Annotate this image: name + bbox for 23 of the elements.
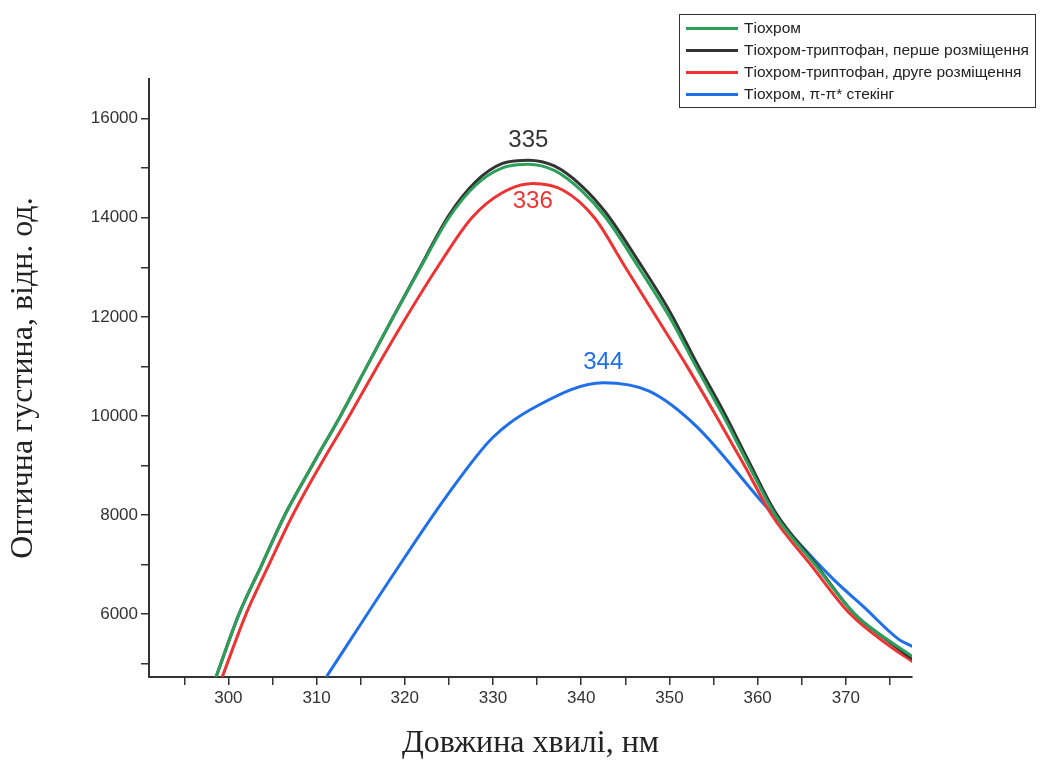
annotation: 335 [508, 124, 549, 152]
x-tick-label: 320 [390, 687, 419, 707]
legend-label: Тіохром-триптофан, друге розміщення [743, 63, 1022, 81]
annotation: 336 [512, 186, 553, 214]
y-tick-label: 14000 [90, 207, 138, 227]
x-tick-label: 330 [478, 687, 508, 707]
legend-label: Тіохром, π-π* стекінг [743, 85, 895, 103]
x-tick-label: 310 [302, 687, 331, 707]
legend-label: Тіохром-триптофан, перше розміщення [743, 41, 1029, 59]
y-tick-label: 10000 [90, 405, 138, 425]
x-tick-label: 370 [831, 687, 861, 707]
y-axis-title: Оптична густина, відн. од. [2, 197, 39, 559]
x-tick-label: 360 [743, 687, 772, 707]
annotation: 344 [583, 347, 624, 375]
x-tick-label: 350 [655, 687, 684, 707]
y-tick-label: 12000 [90, 306, 138, 326]
x-tick-label: 300 [214, 687, 243, 707]
y-tick-label: 8000 [100, 504, 138, 524]
legend-label: Тіохром [743, 19, 801, 37]
x-axis-title: Довжина хвилі, нм [401, 723, 660, 760]
x-tick-label: 340 [567, 687, 596, 707]
y-tick-label: 6000 [100, 603, 138, 623]
y-tick-label: 16000 [90, 108, 138, 128]
